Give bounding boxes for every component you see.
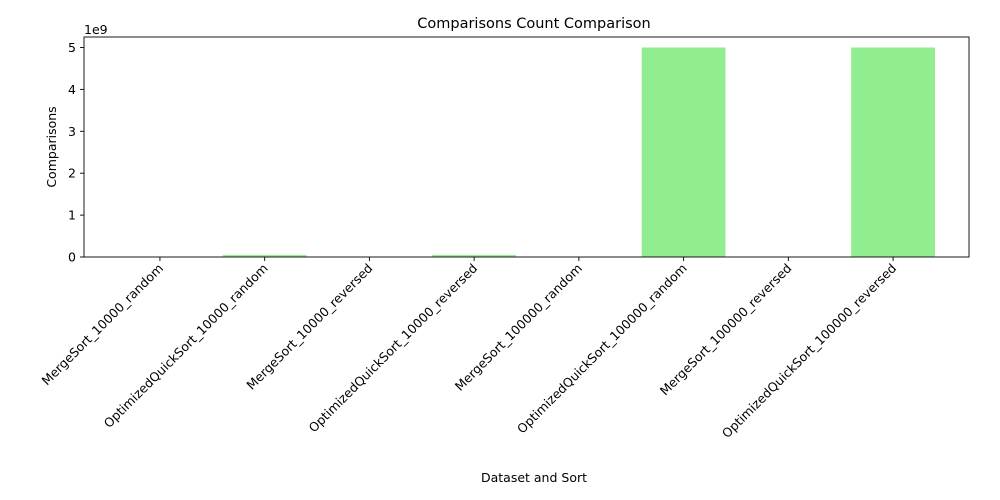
y-tick-label: 4 [68,82,76,97]
bar-OptimizedQuickSort_100000_reversed [851,47,935,258]
y-tick-label: 2 [68,166,76,181]
bar-OptimizedQuickSort_10000_reversed [432,254,517,257]
x-axis-label: Dataset and Sort [481,470,587,485]
x-tick-label: OptimizedQuickSort_100000_reversed [719,261,899,441]
x-axis-ticks: MergeSort_10000_randomOptimizedQuickSort… [38,257,899,441]
y-tick-label: 3 [68,124,76,139]
x-tick-label: OptimizedQuickSort_100000_random [514,261,690,437]
x-tick-label: OptimizedQuickSort_10000_reversed [305,261,480,436]
y-tick-label: 5 [68,40,76,55]
plot-frame [83,36,970,258]
bar-OptimizedQuickSort_100000_random [641,47,726,258]
x-tick-label: OptimizedQuickSort_10000_random [101,261,271,431]
y-tick-label: 0 [68,250,76,265]
chart-title: Comparisons Count Comparison [417,16,650,32]
y-tick-label: 1 [68,208,76,223]
y-axis-offset-label: 1e9 [84,22,108,37]
x-tick-label: MergeSort_10000_reversed [243,261,375,393]
x-tick-label: MergeSort_10000_random [38,261,166,389]
y-axis-ticks: 0 1 2 3 4 5 [68,40,84,265]
bars-group [118,47,935,258]
bar-OptimizedQuickSort_10000_random [222,254,307,257]
y-axis-label: Comparisons [44,106,59,187]
